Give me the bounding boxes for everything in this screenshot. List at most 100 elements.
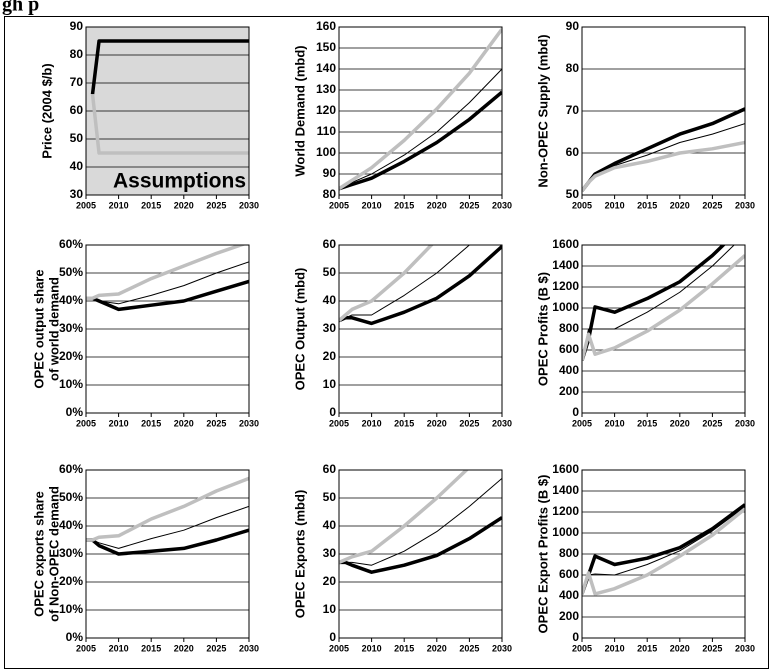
y-tick-label: 150 xyxy=(316,40,336,54)
y-axis-label: Price (2004 $/b) xyxy=(39,63,54,158)
y-tick-label: 50% xyxy=(59,265,83,279)
y-tick-label: 70 xyxy=(566,103,580,117)
frame xyxy=(4,16,769,669)
plot-border xyxy=(85,244,250,414)
y-tick-label: 40 xyxy=(323,293,337,307)
y-tick-label: 400 xyxy=(559,363,579,377)
y-tick-label: 50 xyxy=(566,187,580,201)
plot-border xyxy=(581,26,746,196)
series-line xyxy=(339,470,469,565)
series-line xyxy=(582,140,745,192)
y-axis-label: of world demand xyxy=(46,277,61,381)
x-tick-label: 2015 xyxy=(394,200,414,210)
x-tick-label: 2020 xyxy=(670,418,690,428)
x-tick-label: 2015 xyxy=(637,643,657,653)
y-tick-label: 110 xyxy=(317,124,337,138)
series-line xyxy=(90,39,249,95)
x-tick-label: 2030 xyxy=(239,643,259,653)
y-tick-label: 40 xyxy=(323,518,337,532)
y-tick-label: 10% xyxy=(59,377,83,391)
y-tick-label: 60% xyxy=(59,237,83,251)
y-tick-label: 20 xyxy=(323,574,337,588)
y-axis-label: World Demand (mbd) xyxy=(292,45,307,176)
y-tick-label: 800 xyxy=(559,546,579,560)
x-tick-label: 2005 xyxy=(572,200,592,210)
y-axis-label: OPEC output share xyxy=(31,269,46,388)
x-tick-label: 2020 xyxy=(427,643,447,653)
annotation: Assumptions xyxy=(113,170,246,193)
y-tick-label: 50 xyxy=(70,131,84,145)
y-axis-label: OPEC Profits (B $) xyxy=(535,272,550,386)
x-tick-label: 2010 xyxy=(605,418,625,428)
x-tick-label: 2015 xyxy=(141,200,161,210)
x-tick-label: 2005 xyxy=(76,200,96,210)
y-tick-label: 40 xyxy=(70,159,84,173)
y-tick-label: 80 xyxy=(566,61,580,75)
x-tick-label: 2015 xyxy=(637,418,657,428)
x-tick-label: 2025 xyxy=(206,200,226,210)
x-tick-label: 2010 xyxy=(605,643,625,653)
y-tick-label: 20 xyxy=(323,349,337,363)
y-tick-label: 0% xyxy=(66,630,84,644)
y-tick-label: 60% xyxy=(59,462,83,476)
x-tick-label: 2005 xyxy=(329,200,349,210)
y-axis-label: OPEC Export Profits (B $) xyxy=(535,475,550,634)
y-axis-label: OPEC Exports (mbd) xyxy=(292,490,307,619)
y-tick-label: 60 xyxy=(323,462,337,476)
x-tick-label: 2025 xyxy=(702,418,722,428)
x-tick-label: 2020 xyxy=(174,200,194,210)
x-tick-label: 2030 xyxy=(239,200,259,210)
x-tick-label: 2010 xyxy=(362,418,382,428)
chart: 0 200 400 600 800 1000 1200 1400 1600 2005 2010 201… xyxy=(535,237,755,428)
y-tick-label: 0% xyxy=(66,405,84,419)
x-tick-label: 2015 xyxy=(637,200,657,210)
y-tick-label: 30 xyxy=(323,546,337,560)
y-tick-label: 30 xyxy=(323,321,337,335)
y-tick-label: 50 xyxy=(323,265,337,279)
y-axis-label: OPEC exports share xyxy=(31,491,46,617)
series-group xyxy=(339,470,502,574)
y-tick-label: 1200 xyxy=(552,504,579,518)
series-group xyxy=(86,476,249,556)
x-tick-label: 2030 xyxy=(735,418,755,428)
x-tick-label: 2010 xyxy=(109,200,129,210)
y-tick-label: 600 xyxy=(559,567,579,581)
y-tick-label: 80 xyxy=(70,47,84,61)
series-line xyxy=(86,245,247,300)
x-tick-label: 2015 xyxy=(394,643,414,653)
y-tick-label: 800 xyxy=(559,321,579,335)
y-tick-label: 10 xyxy=(323,377,337,391)
x-tick-label: 2020 xyxy=(670,643,690,653)
plot-border xyxy=(85,469,250,639)
y-tick-label: 30% xyxy=(59,321,83,335)
x-tick-label: 2030 xyxy=(735,200,755,210)
y-tick-label: 200 xyxy=(559,384,579,398)
y-tick-label: 20% xyxy=(59,574,83,588)
y-tick-label: 140 xyxy=(316,61,336,75)
x-tick-label: 2025 xyxy=(206,643,226,653)
heading: gh p xyxy=(2,0,39,16)
series-line xyxy=(339,245,471,322)
y-tick-label: 130 xyxy=(316,82,336,96)
chart: 30 40 50 60 70 80 90 2005 2010 2015 2020 2025 2030 Pr… xyxy=(39,19,259,210)
x-tick-label: 2010 xyxy=(109,418,129,428)
y-tick-label: 50 xyxy=(323,490,337,504)
series-line xyxy=(582,507,745,596)
y-tick-label: 1000 xyxy=(552,525,579,539)
y-tick-label: 1200 xyxy=(552,279,579,293)
x-tick-label: 2025 xyxy=(459,200,479,210)
y-axis-label: Non-OPEC Supply (mbd) xyxy=(535,34,550,187)
x-tick-label: 2025 xyxy=(702,643,722,653)
plot-border xyxy=(338,26,503,196)
y-tick-label: 60 xyxy=(323,237,337,251)
x-tick-label: 2030 xyxy=(492,643,512,653)
x-tick-label: 2015 xyxy=(394,418,414,428)
series-group xyxy=(339,28,502,191)
series-group xyxy=(339,245,502,326)
y-tick-label: 60 xyxy=(566,145,580,159)
y-tick-label: 90 xyxy=(323,166,337,180)
y-tick-label: 10 xyxy=(323,602,337,616)
